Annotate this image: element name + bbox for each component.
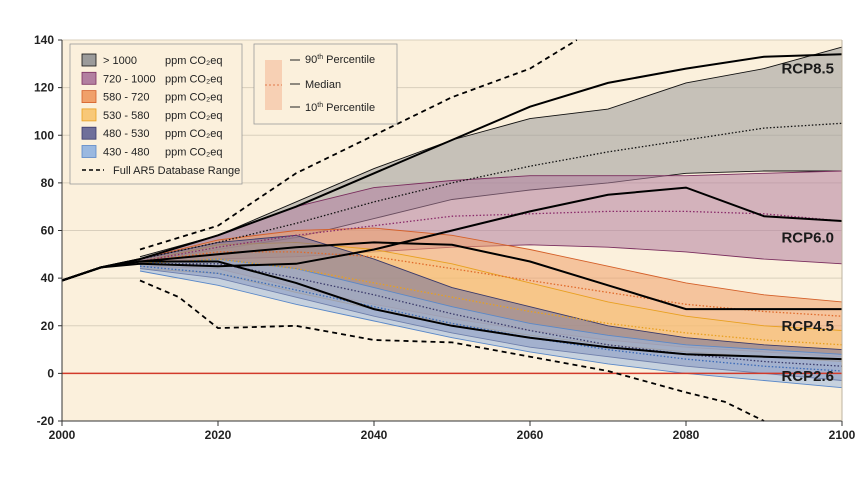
- legend-range-label: 530 - 580: [103, 110, 149, 122]
- rcp-label: RCP6.0: [781, 230, 834, 247]
- line-rcp8-5: [61, 53, 843, 282]
- legend-unit-label: ppm CO₂eq: [165, 147, 222, 159]
- legend-swatch: [81, 145, 97, 158]
- x-tick-label: 2040: [361, 428, 388, 442]
- legend-swatch: [81, 126, 97, 140]
- p10-legend-label: 10th Percentile: [305, 102, 375, 114]
- y-tick-label: 60: [41, 224, 55, 238]
- band-median-line: [139, 210, 843, 263]
- legend-swatch: [81, 71, 97, 85]
- y-tick-label: 100: [34, 128, 54, 142]
- y-tick-label: 40: [41, 271, 55, 285]
- range-lower-line: [139, 279, 765, 422]
- legend-range-label: > 1000: [103, 55, 137, 67]
- band-median-line: [139, 265, 843, 372]
- legend-range-label: 720 - 1000: [103, 73, 156, 85]
- percentile-legend: 90th Percentile Median 10th Percentile: [253, 43, 398, 125]
- full-range-lines: [139, 39, 765, 422]
- y-tick-label: 140: [34, 33, 54, 47]
- legend-unit-label: ppm CO₂eq: [165, 128, 222, 140]
- band-median-line: [139, 122, 843, 260]
- band-median-line: [140, 263, 843, 367]
- p90-legend-label: 90th Percentile: [305, 54, 375, 66]
- y-tick-label: 20: [41, 319, 55, 333]
- line-rcp2-6: [61, 260, 843, 361]
- y-tick-label: -20: [37, 414, 55, 428]
- legend-range-label: 430 - 480: [103, 147, 149, 159]
- band-430-480: [140, 259, 842, 388]
- band-p90-line: [139, 234, 843, 351]
- band-p90-line: [139, 46, 843, 258]
- rcp-label: RCP4.5: [781, 318, 834, 335]
- band-p90-line: [139, 227, 843, 303]
- line-rcp6-0: [61, 186, 843, 282]
- x-tick-label: 2020: [205, 428, 232, 442]
- legend-range-label: 580 - 720: [103, 92, 149, 104]
- legend-unit-label: ppm CO₂eq: [165, 55, 222, 67]
- x-tick-label: 2080: [673, 428, 700, 442]
- legend-swatch: [81, 53, 97, 67]
- legend-swatch: [81, 90, 97, 103]
- rcp-labels: RCP8.5 RCP6.0 RCP4.5 RCP2.6: [781, 61, 834, 385]
- band-p10-line: [139, 270, 843, 389]
- x-tick-label: 2100: [829, 428, 856, 442]
- range-legend-label: Full AR5 Database Range: [113, 165, 240, 177]
- median-lines: [139, 122, 843, 372]
- range-upper-line: [139, 39, 578, 251]
- legend-swatch: [81, 108, 97, 122]
- rcp-label: RCP2.6: [781, 368, 834, 385]
- legend-unit-label: ppm CO₂eq: [165, 110, 222, 122]
- y-tick-label: 0: [47, 366, 54, 380]
- x-tick-label: 2000: [49, 428, 76, 442]
- legend-unit-label: ppm CO₂eq: [165, 73, 222, 85]
- legend-range-label: 480 - 530: [103, 128, 149, 140]
- legend-unit-label: ppm CO₂eq: [165, 92, 222, 104]
- band-median-line: [139, 258, 843, 346]
- band-p90-line: [139, 258, 843, 355]
- scenario-bands: [139, 46, 843, 389]
- y-tick-label: 80: [41, 176, 55, 190]
- rcp-lines: [61, 53, 843, 361]
- median-legend-label: Median: [305, 79, 341, 91]
- rcp-label: RCP8.5: [781, 61, 834, 78]
- y-tick-label: 120: [34, 81, 54, 95]
- concentration-legend: > 1000 ppm CO₂eq 720 - 1000 ppm CO₂eq 580 - …: [69, 43, 243, 185]
- x-tick-label: 2060: [517, 428, 544, 442]
